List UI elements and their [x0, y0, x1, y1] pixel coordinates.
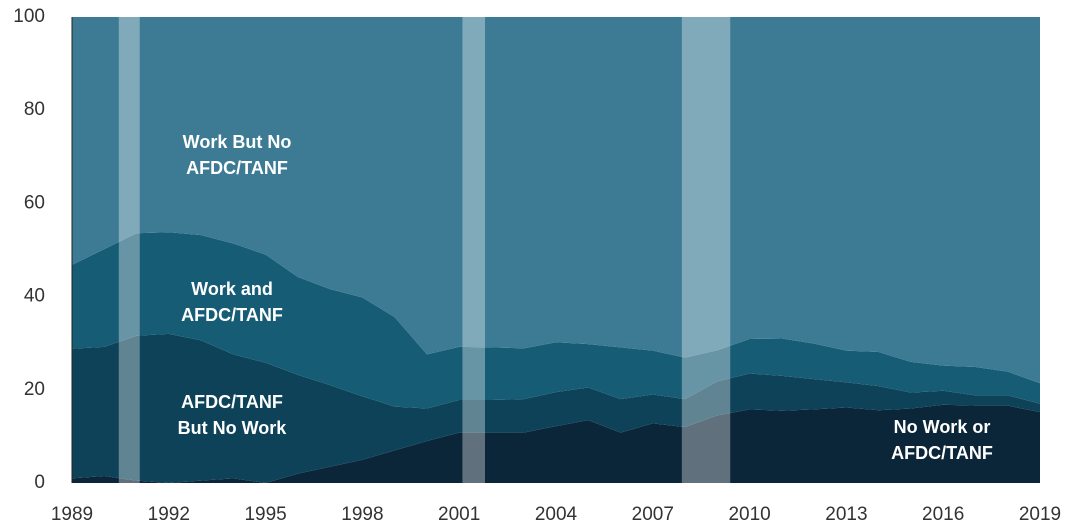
y-tick-label: 40 — [24, 286, 45, 307]
x-tick-label: 1992 — [148, 504, 190, 525]
x-tick-label: 2001 — [438, 504, 480, 525]
area — [72, 232, 1040, 409]
y-tick-label: 80 — [24, 99, 45, 120]
area-label: No Work or AFDC/TANF — [891, 417, 993, 463]
recession-band — [118, 17, 140, 483]
x-tick-label: 2019 — [1019, 504, 1061, 525]
x-tick-label: 2004 — [535, 504, 578, 525]
x-tick-label: 1989 — [51, 504, 93, 525]
area-label: Work But No AFDC/TANF — [182, 132, 292, 178]
y-tick-label: 20 — [24, 379, 45, 400]
area — [72, 333, 1040, 483]
x-tick-label: 2007 — [632, 504, 674, 525]
x-tick-label: 2013 — [825, 504, 867, 525]
x-tick-label: 1995 — [244, 504, 286, 525]
area — [72, 17, 1040, 384]
area-label: Work and AFDC/TANF — [181, 279, 283, 325]
y-tick-label: 0 — [34, 472, 45, 493]
x-tick-label: 2010 — [728, 504, 770, 525]
x-tick-label: 2016 — [922, 504, 964, 525]
area-label: AFDC/TANF But No Work — [177, 392, 287, 438]
y-tick-label: 100 — [13, 6, 45, 27]
y-tick-label: 60 — [24, 192, 45, 213]
recession-band — [681, 17, 731, 483]
x-tick-label: 1998 — [341, 504, 383, 525]
area — [72, 404, 1040, 483]
recession-band — [462, 17, 486, 483]
